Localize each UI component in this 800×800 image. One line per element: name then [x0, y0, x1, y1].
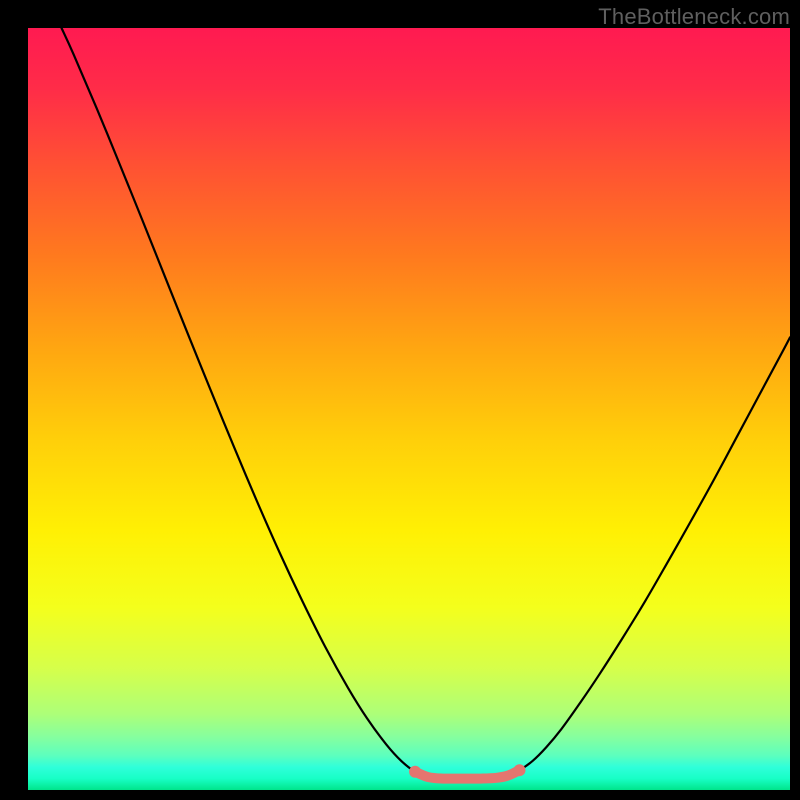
chart-background — [28, 28, 790, 790]
chart-container: TheBottleneck.com — [0, 0, 800, 800]
watermark-text: TheBottleneck.com — [598, 4, 790, 30]
bottleneck-curve-chart — [0, 0, 800, 800]
frame-left — [0, 0, 28, 800]
frame-bottom — [0, 790, 800, 800]
highlight-end-cap — [513, 764, 525, 776]
frame-right — [790, 0, 800, 800]
highlight-start-cap — [409, 766, 421, 778]
